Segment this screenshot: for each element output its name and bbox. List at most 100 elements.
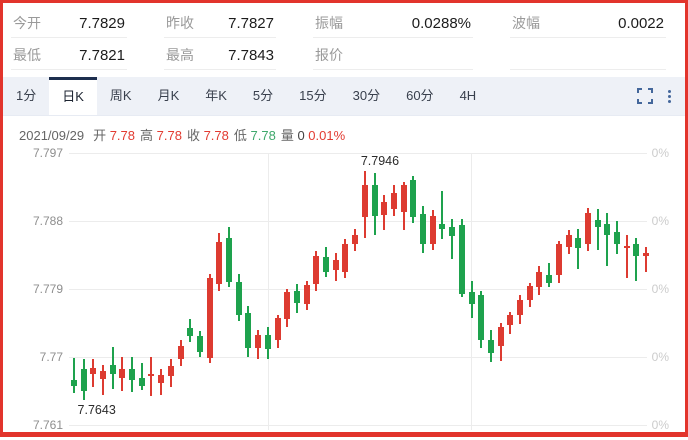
fullscreen-icon[interactable]	[637, 88, 653, 104]
tab-yearly-k[interactable]: 年K	[205, 88, 227, 103]
candle-body	[468, 292, 475, 305]
gridline-h	[69, 221, 647, 222]
info-value-volume: 0	[293, 128, 305, 143]
candle-body	[90, 367, 97, 374]
candle-wick	[150, 357, 153, 397]
tab-30min[interactable]: 30分	[352, 88, 381, 103]
candle-wick	[548, 263, 551, 288]
info-label-close: 收	[186, 128, 200, 143]
tab-weekly-k[interactable]: 周K	[109, 88, 132, 103]
quote-label: 昨收	[166, 15, 194, 31]
info-value-high: 7.78	[153, 128, 182, 143]
candle-wick	[625, 234, 628, 279]
candle-body	[216, 242, 223, 285]
info-parts: 开 7.78 高 7.78 收 7.78 低 7.78 量 0 0.01%	[88, 128, 345, 143]
candle-body	[70, 379, 77, 386]
info-label-high: 高	[140, 128, 154, 143]
candle-body	[187, 328, 194, 336]
tab-60min[interactable]: 60分	[406, 88, 434, 103]
candle-body	[158, 375, 165, 383]
candle-wick	[645, 247, 648, 273]
candle-body	[80, 369, 87, 391]
right-axis-label: 0%	[651, 282, 669, 296]
candle-body	[536, 271, 543, 288]
candle-body	[138, 378, 145, 386]
quote-label: 今开	[13, 15, 41, 31]
tab-daily-k[interactable]: 日K	[49, 77, 97, 115]
quote-label: 振幅	[315, 15, 343, 31]
candle-wick	[635, 237, 638, 282]
candle-wick	[72, 357, 75, 393]
candle-body	[167, 366, 174, 376]
candle-body	[206, 278, 213, 358]
candle-body	[264, 335, 271, 350]
quote-label: 最低	[13, 47, 41, 63]
candle-body	[546, 275, 553, 283]
candle-body	[342, 244, 349, 272]
candle-body	[517, 299, 524, 316]
quote-field-today-open: 今开 7.7829	[11, 10, 127, 38]
candle-wick	[101, 364, 104, 395]
candle-body	[614, 231, 621, 245]
info-label-volume: 量	[280, 128, 294, 143]
candle-body	[293, 290, 300, 303]
candle-body	[255, 335, 262, 348]
y-axis-label: 7.797	[32, 146, 63, 160]
quote-field-empty	[510, 42, 666, 70]
candle-body	[245, 313, 252, 348]
candle-wick	[140, 363, 143, 391]
tab-15min[interactable]: 15分	[299, 88, 327, 103]
tab-5min[interactable]: 5分	[252, 88, 274, 103]
gridline-h	[69, 425, 647, 426]
quote-value: 7.7827	[228, 15, 274, 32]
y-axis-label: 7.779	[32, 282, 63, 296]
tabbar-icons	[637, 77, 685, 115]
candle-body	[352, 234, 359, 245]
quote-field-wave-range: 波幅 0.0022	[510, 10, 666, 38]
candle-body	[99, 370, 106, 379]
candle-body	[555, 243, 562, 276]
candle-body	[226, 237, 233, 283]
candle-body	[420, 214, 427, 244]
candle-body	[458, 224, 465, 294]
candle-body	[235, 282, 242, 315]
candle-body	[565, 234, 572, 247]
info-label-low: 低	[233, 128, 247, 143]
gridline-h	[69, 153, 647, 154]
kebab-menu-icon[interactable]	[668, 89, 671, 103]
quote-value: 7.7821	[79, 47, 125, 64]
high-annotation: 7.7946	[360, 154, 400, 169]
info-value-close: 7.78	[199, 128, 229, 143]
info-value-open: 7.78	[106, 128, 136, 143]
candle-body	[303, 285, 310, 305]
quote-field-prev-close: 昨收 7.7827	[164, 10, 276, 38]
candle-body	[429, 215, 436, 244]
right-axis-label: 0%	[651, 418, 669, 432]
candle-body	[274, 318, 281, 341]
quote-field-lowest: 最低 7.7821	[11, 42, 127, 70]
candle-body	[129, 369, 136, 380]
candlestick-chart[interactable]: 7.797 0% 7.788 0% 7.779 0% 7.77 0% 7.761 0% 7.794…	[3, 145, 685, 440]
quote-value: 0.0288%	[411, 15, 471, 32]
candle-wick	[441, 190, 444, 240]
candle-body	[439, 224, 446, 229]
candle-body	[497, 326, 504, 346]
candle-body	[332, 260, 339, 271]
ohlc-info-line: 2021/09/29 开 7.78 高 7.78 收 7.78 低 7.78 量 0 0.…	[3, 116, 685, 145]
candle-body	[361, 184, 368, 218]
tab-1min[interactable]: 1分	[16, 88, 37, 103]
tab-4h[interactable]: 4H	[459, 88, 477, 103]
info-label-open: 开	[93, 128, 107, 143]
quote-value: 0.0022	[618, 15, 664, 32]
low-annotation: 7.7643	[77, 403, 116, 418]
quote-value: 7.7843	[228, 47, 274, 64]
candle-body	[633, 243, 640, 256]
quote-value: 7.7829	[79, 15, 125, 32]
right-axis-label: 0%	[651, 350, 669, 364]
tab-monthly-k[interactable]: 月K	[157, 88, 180, 103]
candle-body	[177, 345, 184, 360]
quote-label: 报价	[315, 47, 343, 63]
candle-body	[381, 202, 388, 215]
gridline-v	[268, 153, 269, 430]
gridline-h	[69, 289, 647, 290]
